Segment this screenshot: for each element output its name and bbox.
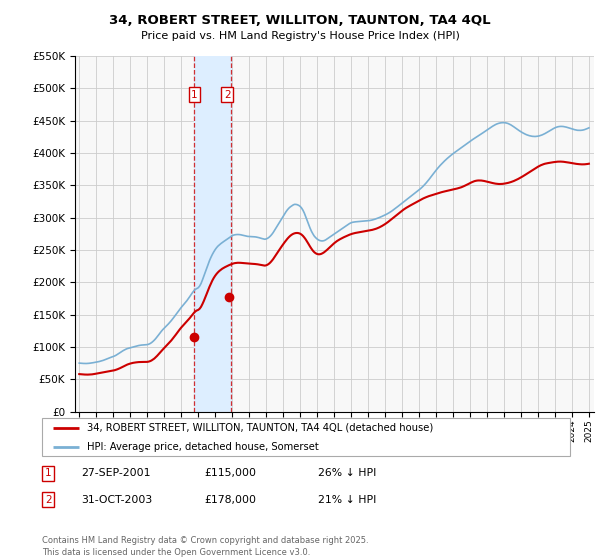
Text: 1: 1: [191, 90, 198, 100]
Text: 2: 2: [45, 494, 52, 505]
Text: 34, ROBERT STREET, WILLITON, TAUNTON, TA4 4QL: 34, ROBERT STREET, WILLITON, TAUNTON, TA…: [109, 14, 491, 27]
Text: 1: 1: [45, 468, 52, 478]
Text: 34, ROBERT STREET, WILLITON, TAUNTON, TA4 4QL (detached house): 34, ROBERT STREET, WILLITON, TAUNTON, TA…: [87, 423, 433, 433]
Bar: [194, 56, 231, 412]
FancyBboxPatch shape: [42, 418, 570, 456]
Text: 26% ↓ HPI: 26% ↓ HPI: [318, 468, 376, 478]
Text: Contains HM Land Registry data © Crown copyright and database right 2025.
This d: Contains HM Land Registry data © Crown c…: [42, 536, 368, 557]
Text: 31-OCT-2003: 31-OCT-2003: [81, 494, 152, 505]
Text: 21% ↓ HPI: 21% ↓ HPI: [318, 494, 376, 505]
Text: HPI: Average price, detached house, Somerset: HPI: Average price, detached house, Some…: [87, 442, 319, 452]
Text: £178,000: £178,000: [204, 494, 256, 505]
Text: £115,000: £115,000: [204, 468, 256, 478]
Text: 27-SEP-2001: 27-SEP-2001: [81, 468, 151, 478]
Text: 2: 2: [224, 90, 230, 100]
Text: Price paid vs. HM Land Registry's House Price Index (HPI): Price paid vs. HM Land Registry's House …: [140, 31, 460, 41]
